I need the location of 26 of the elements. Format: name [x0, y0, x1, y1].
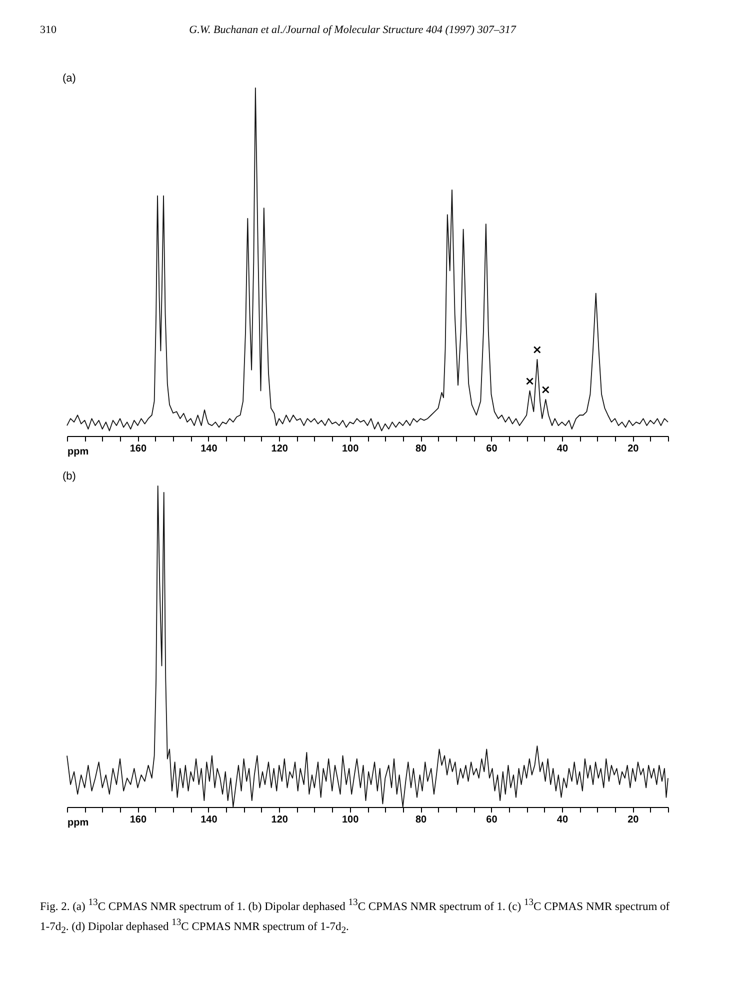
x-tick-label: 120 — [271, 814, 288, 826]
chart-title: (b) — [62, 470, 76, 483]
text: G.W. Buchanan et al./Journal of Molecular Structure 404 (1997) 307–317 — [189, 24, 516, 36]
x-tick-label: 120 — [271, 444, 288, 454]
x-tick-label: 160 — [130, 814, 147, 826]
x-tick-label: 80 — [415, 814, 428, 826]
annotation: × — [540, 382, 551, 396]
x-tick-label: 140 — [200, 814, 218, 826]
x-tick-label: 60 — [486, 814, 498, 826]
x-axis-title: ppm — [68, 818, 89, 828]
x-tick-label: 100 — [342, 814, 360, 826]
chart-title: (a) — [62, 72, 76, 85]
x-tick-label: 140 — [200, 444, 218, 454]
x-tick-label: 60 — [486, 444, 498, 454]
x-tick-label: 20 — [628, 444, 640, 454]
x-axis-title: ppm — [68, 446, 89, 458]
x-tick-label: 20 — [628, 814, 640, 826]
x-tick-label: 40 — [556, 444, 568, 454]
text: 310 — [40, 24, 56, 36]
x-tick-label: 160 — [130, 444, 147, 454]
x-tick-label: 40 — [556, 814, 568, 826]
x-tick-label: 80 — [415, 444, 428, 454]
x-tick-label: 100 — [342, 444, 360, 454]
text: Fig. 2. (a) $^{13}$C CPMAS NMR spectrum of 1. (b) Dipolar dephased $^{13}$C CPMAS NMR spectrum of 1. (c) $^{13}$C CPMAS NMR spectrum of 1-7d$_{2}$. (d) Dipolar dephased $^{13}$C CPMAS NMR spectrum of 1-7d$_{2}$. — [40, 897, 670, 936]
annotation: × — [532, 342, 542, 356]
annotation: × — [524, 374, 535, 388]
